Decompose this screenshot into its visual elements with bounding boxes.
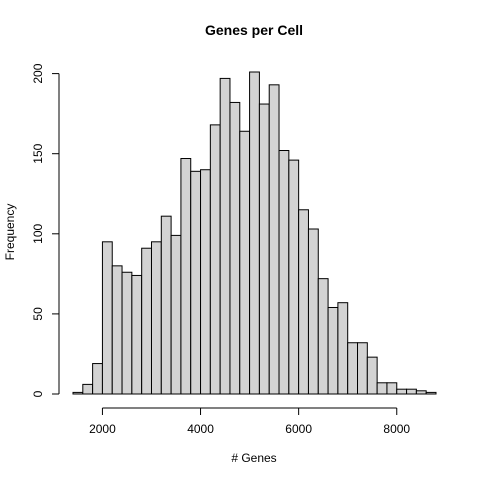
x-axis-label: # Genes bbox=[231, 451, 276, 465]
histogram-bar bbox=[209, 124, 221, 395]
histogram-bar bbox=[131, 274, 143, 395]
histogram-bar bbox=[190, 170, 202, 395]
histogram-bar bbox=[219, 77, 231, 395]
bars-group bbox=[72, 71, 437, 395]
histogram-bar bbox=[101, 241, 113, 395]
histogram-bar bbox=[317, 278, 329, 395]
histogram-bar bbox=[406, 388, 417, 395]
histogram-bar bbox=[258, 103, 270, 395]
histogram-bar bbox=[170, 234, 182, 395]
histogram-bar bbox=[347, 342, 359, 395]
histogram-bar bbox=[180, 158, 192, 395]
histogram-bar bbox=[229, 101, 241, 395]
histogram-bar bbox=[366, 356, 378, 395]
histogram-bar bbox=[121, 271, 133, 395]
histogram-bar bbox=[307, 228, 319, 395]
y-tick-label: 0 bbox=[31, 390, 45, 397]
chart-title: Genes per Cell bbox=[205, 22, 303, 38]
y-axis: 0 50 100 150 200 bbox=[31, 63, 60, 397]
histogram-bar bbox=[150, 241, 162, 395]
histogram-bar bbox=[357, 342, 368, 395]
histogram-bar bbox=[111, 265, 123, 395]
histogram-bar bbox=[396, 388, 408, 395]
y-tick-label: 50 bbox=[31, 307, 45, 321]
y-tick-label: 100 bbox=[31, 223, 45, 243]
histogram-bar bbox=[239, 130, 251, 395]
histogram-bar bbox=[82, 383, 94, 395]
histogram-bar bbox=[92, 363, 103, 395]
x-tick-label: 6000 bbox=[285, 422, 312, 436]
y-tick-label: 150 bbox=[31, 143, 45, 163]
histogram-bar bbox=[425, 391, 437, 395]
histogram-bar bbox=[288, 159, 300, 395]
y-tick-label: 200 bbox=[31, 63, 45, 83]
histogram-bar bbox=[278, 150, 290, 395]
histogram-bar bbox=[249, 71, 260, 395]
histogram-bar bbox=[376, 382, 388, 395]
x-tick-label: 8000 bbox=[383, 422, 410, 436]
histogram-bar bbox=[160, 215, 172, 395]
histogram-bar bbox=[298, 209, 309, 395]
histogram-bar bbox=[200, 169, 211, 395]
x-tick-label: 4000 bbox=[187, 422, 214, 436]
histogram-bar bbox=[141, 247, 152, 395]
histogram-bar bbox=[337, 302, 349, 395]
x-tick-label: 2000 bbox=[89, 422, 116, 436]
histogram-bar bbox=[415, 390, 427, 395]
histogram-bar bbox=[327, 306, 339, 395]
histogram-bar bbox=[386, 382, 398, 395]
histogram-bar bbox=[268, 84, 280, 395]
histogram-bar bbox=[72, 391, 84, 395]
y-axis-label: Frequency bbox=[3, 204, 17, 261]
x-axis: 2000 4000 6000 8000 bbox=[89, 407, 410, 436]
